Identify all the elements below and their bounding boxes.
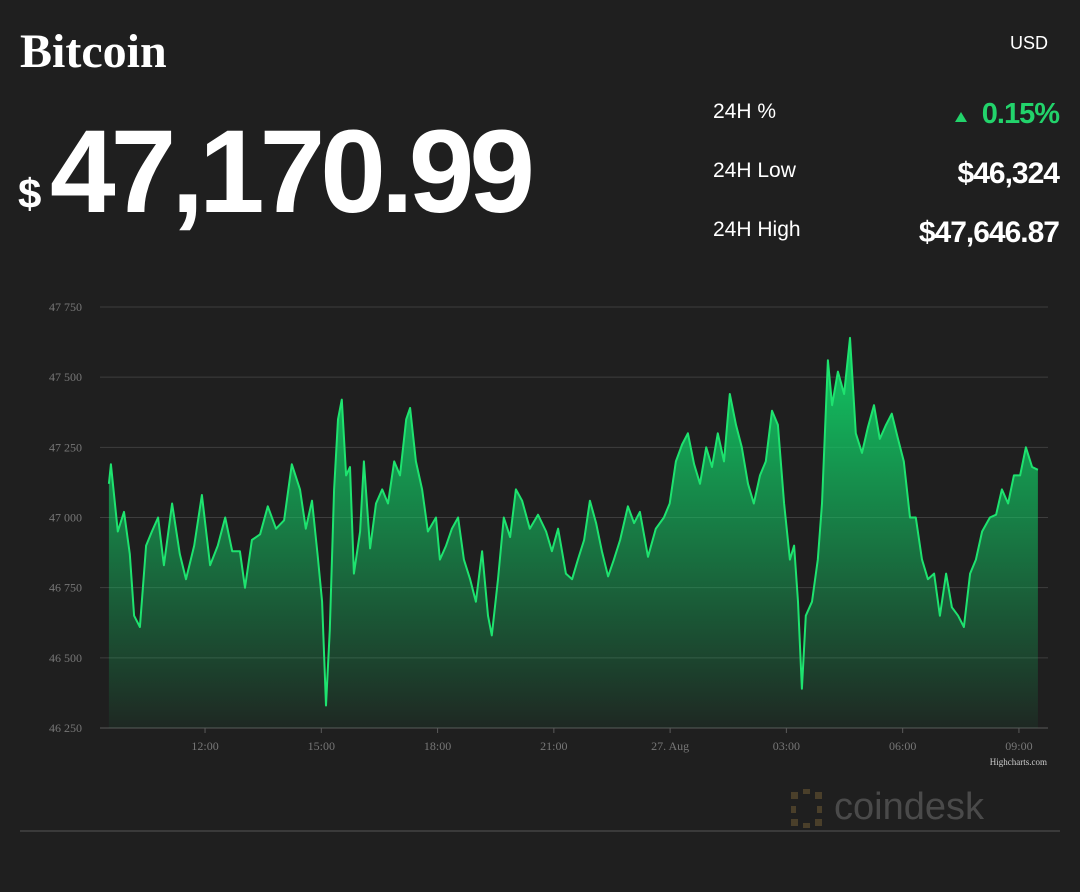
watermark: coindesk xyxy=(834,786,985,828)
x-tick-label: 09:00 xyxy=(1005,739,1032,753)
x-tick-label: 15:00 xyxy=(308,739,335,753)
stat-label: 24H % xyxy=(713,100,776,123)
x-tick-label: 12:00 xyxy=(191,739,218,753)
y-tick-label: 46 250 xyxy=(49,721,82,735)
y-tick-label: 47 500 xyxy=(49,370,82,384)
y-tick-label: 47 000 xyxy=(49,511,82,525)
watermark-icon xyxy=(791,789,822,828)
y-tick-label: 46 750 xyxy=(49,581,82,595)
stat-value: $46,324 xyxy=(958,157,1061,190)
y-tick-label: 47 750 xyxy=(49,300,82,314)
x-tick-label: 27. Aug xyxy=(651,739,689,753)
stat-value: 0.15% xyxy=(982,98,1060,130)
stat-label: 24H Low xyxy=(713,159,797,182)
y-tick-label: 46 500 xyxy=(49,651,82,665)
price-symbol: $ xyxy=(18,170,41,217)
plot: 46 250 46 500 46 750 47 000 47 250 47 500 47 7… xyxy=(49,300,1048,753)
price: 47,170.99 xyxy=(50,106,531,238)
x-tick-label: 06:00 xyxy=(889,739,916,753)
stat-label: 24H High xyxy=(713,218,801,241)
credits[interactable]: Highcharts.com xyxy=(990,757,1047,767)
currency: USD xyxy=(1010,33,1048,53)
y-tick-label: 47 250 xyxy=(49,440,82,454)
price-line xyxy=(107,336,1039,707)
x-tick-label: 18:00 xyxy=(424,739,451,753)
x-tick-label: 03:00 xyxy=(773,739,800,753)
title: Bitcoin xyxy=(20,25,167,78)
stat-value: $47,646.87 xyxy=(919,216,1059,249)
x-tick-label: 21:00 xyxy=(540,739,567,753)
up-arrow xyxy=(955,112,967,122)
